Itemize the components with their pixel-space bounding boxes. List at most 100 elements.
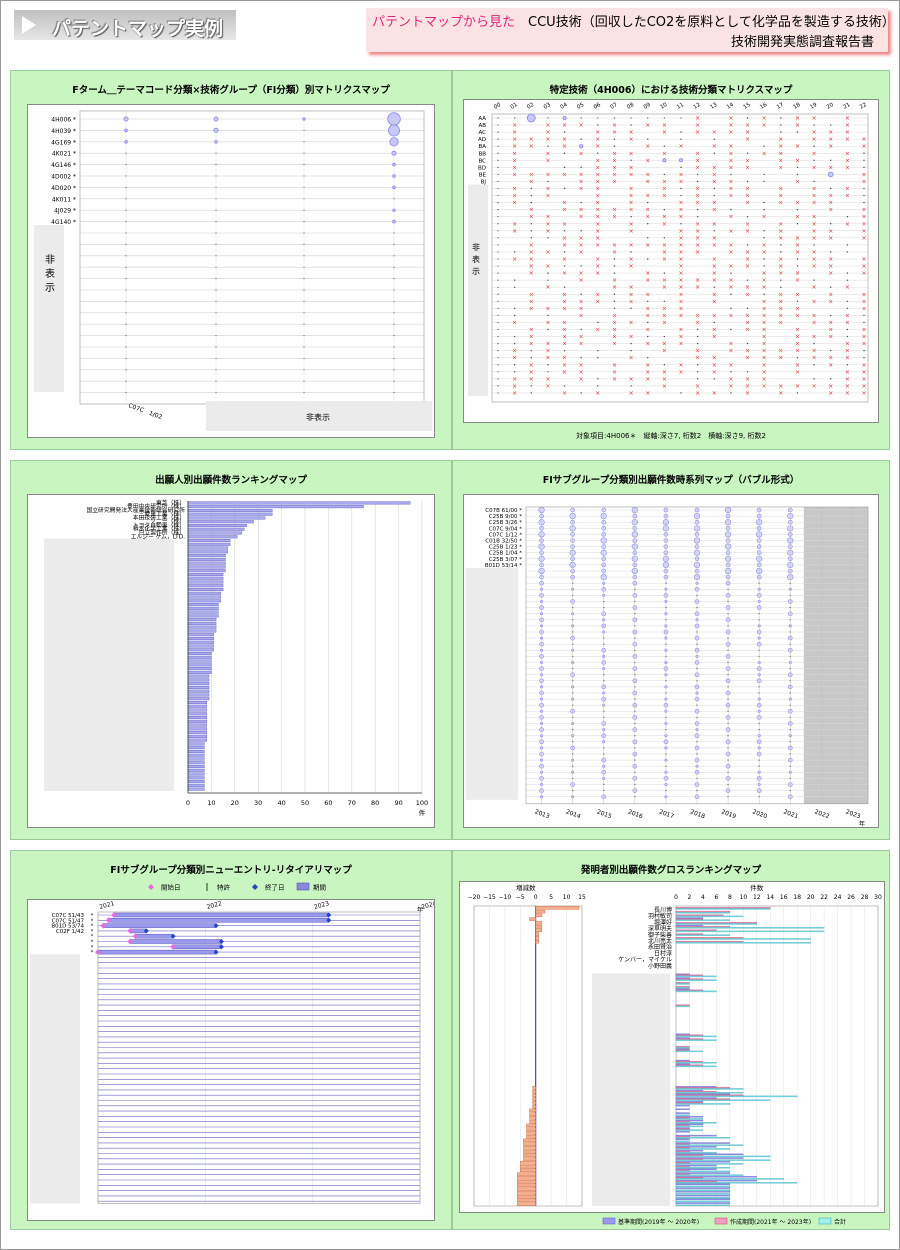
cross-mark: ×: [828, 291, 833, 298]
create-period-bar: [675, 1173, 690, 1175]
small-dot: [846, 300, 849, 302]
cross-mark: ×: [762, 242, 767, 249]
diff-bar: [529, 1116, 536, 1120]
x-label: 03: [543, 102, 552, 111]
future-period-shade: [803, 507, 868, 804]
period-bar: [108, 918, 330, 923]
cross-mark: ×: [595, 157, 600, 164]
small-dot: [813, 279, 815, 281]
cross-mark: ×: [529, 298, 534, 305]
left-tick-label: −5: [516, 894, 525, 901]
cross-mark: ×: [712, 207, 717, 214]
cross-mark: ×: [778, 228, 783, 235]
small-dot: [563, 187, 566, 190]
right-tick-label: 6: [714, 894, 718, 901]
bar: [187, 539, 231, 543]
y-label: BE: [479, 172, 487, 178]
cross-mark: ×: [562, 362, 567, 369]
cross-mark: ×: [778, 193, 783, 200]
report-title-line1: パテントマップから見た CCU技術（回収したCO2を原料として化学品を製造する技…: [372, 11, 895, 30]
small-dot: [580, 166, 582, 169]
cross-mark: ×: [629, 186, 634, 193]
cross-mark: ×: [645, 157, 650, 164]
small-dot: [580, 392, 582, 394]
x-tick-label: 2023: [313, 900, 330, 911]
cross-mark: ×: [695, 277, 700, 284]
cross-mark: ×: [545, 284, 550, 291]
cross-mark: ×: [712, 355, 717, 362]
cross-mark: ×: [595, 143, 600, 150]
cross-mark: ×: [728, 348, 733, 355]
cross-mark: ×: [545, 263, 550, 270]
cross-mark: ×: [678, 284, 683, 291]
cross-mark: ×: [645, 143, 650, 150]
cross-mark: ×: [529, 305, 534, 312]
category-label: 羽村敏司: [648, 912, 672, 920]
small-dot: [513, 342, 516, 345]
small-dot: [796, 392, 799, 394]
fterm-matrix-chart: 非表示 4H006 * 4H039 * 4G169 * 4K021 * 4G146 * 4D…: [34, 110, 432, 431]
cross-mark: ×: [845, 193, 850, 200]
cross-mark: ×: [762, 319, 767, 326]
cross-mark: ×: [795, 383, 800, 390]
cross-mark: ×: [712, 200, 717, 207]
x-tick-label: 2014: [565, 808, 582, 820]
row-label: C07C 9/04 *: [489, 526, 523, 532]
row-marker: *: [91, 934, 94, 940]
small-dot: [663, 237, 666, 239]
small-dot: [513, 251, 516, 253]
cross-mark: ×: [629, 193, 634, 200]
bar: [187, 693, 210, 697]
small-dot: [830, 159, 832, 161]
small-dot: [780, 244, 782, 246]
right-tick-label: 18: [793, 894, 801, 901]
x-tick-label: 40: [277, 799, 285, 807]
small-dot: [713, 321, 715, 324]
small-dot: [580, 201, 582, 204]
cross-mark: ×: [545, 171, 550, 178]
small-dot: [497, 159, 499, 161]
cross-mark: ×: [795, 157, 800, 164]
small-dot: [696, 328, 699, 331]
inventor-legend: 基準期間(2019年 〜 2020年) 作成期間(2021年 〜 2023年) 合計: [602, 1217, 846, 1226]
bubble: [392, 208, 396, 212]
period-bar: [172, 944, 222, 950]
bar: [187, 640, 214, 644]
diff-bar: [532, 1089, 536, 1094]
period-bar: [135, 933, 174, 939]
cross-mark: ×: [645, 305, 650, 312]
base-period-bar: [675, 977, 690, 979]
cross-mark: ×: [812, 214, 817, 221]
y-label: BC: [478, 158, 486, 164]
cross-mark: ×: [662, 178, 667, 185]
cross-mark: ×: [762, 270, 767, 277]
bar: [187, 591, 221, 595]
bar: [187, 561, 226, 565]
cross-mark: ×: [812, 249, 817, 256]
small-dot: [497, 131, 499, 133]
left-tick-label: −20: [468, 894, 481, 901]
row-label: C25B 1/04 *: [489, 551, 522, 557]
start-marker: [170, 943, 177, 950]
cross-mark: ×: [579, 242, 584, 249]
right-axis-label: 件数: [750, 883, 764, 892]
x-label: 02: [526, 102, 535, 111]
x-label: 16: [759, 102, 768, 111]
cross-mark: ×: [529, 136, 534, 143]
total-bar: [675, 1039, 717, 1041]
small-dot: [813, 244, 815, 246]
cross-mark: ×: [595, 228, 600, 235]
cross-mark: ×: [678, 305, 683, 312]
cross-mark: ×: [695, 122, 700, 129]
small-dot: [497, 180, 499, 183]
cross-mark: ×: [612, 369, 617, 376]
cross-mark: ×: [629, 136, 634, 143]
legend-label: 作成期間(2021年 〜 2023年): [730, 1218, 811, 1226]
create-period-bar: [675, 1165, 690, 1168]
small-dot: [497, 230, 499, 232]
cross-mark: ×: [579, 277, 584, 284]
small-dot: [863, 357, 865, 359]
cross-mark: ×: [845, 150, 850, 157]
small-dot: [796, 300, 799, 302]
cross-mark: ×: [745, 164, 750, 171]
